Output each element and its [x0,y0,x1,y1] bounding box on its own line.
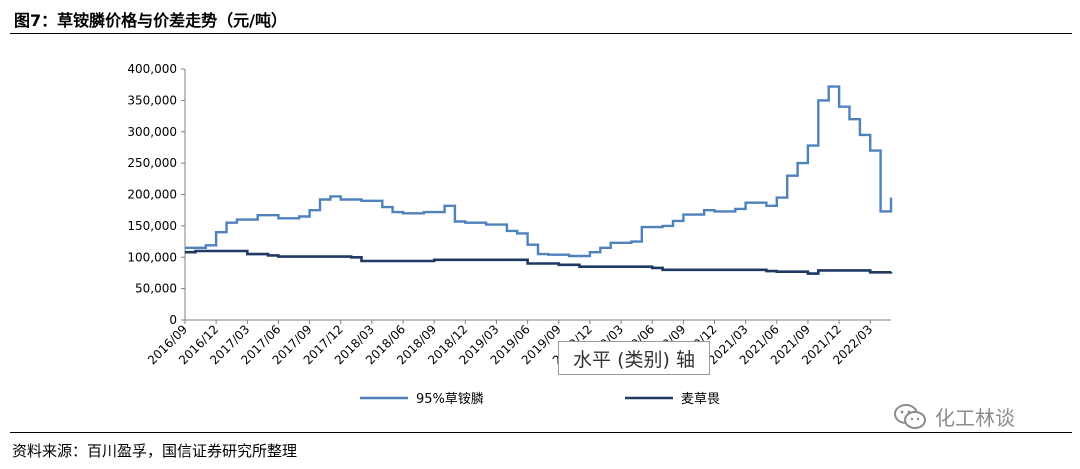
bottom-rule [10,432,1072,433]
series-line-1 [185,85,893,258]
legend-label-2: 麦草畏 [681,392,720,407]
y-tick-label: 200,000 [127,188,177,202]
series-layer [185,85,893,275]
y-tick-label: 350,000 [127,93,177,107]
legend-label-1: 95%草铵膦 [416,392,484,407]
y-tick-label: 400,000 [127,62,177,76]
y-axis: 0 50,000 100,000 150,000 200,000 250,000 300,0… [127,62,186,327]
legend: 95%草铵膦 麦草畏 [360,392,720,407]
y-tick-label: 0 [169,313,177,327]
wechat-icon [894,403,926,429]
watermark-text: 化工林谈 [935,406,1015,430]
source-note: 资料来源：百川盈孚，国信证券研究所整理 [12,442,298,460]
y-tick-label: 100,000 [127,250,177,264]
series-line-2 [185,249,893,275]
watermark: 化工林谈 [893,402,1015,431]
top-rule [10,33,1072,34]
y-tick-label: 250,000 [127,156,177,170]
figure-title: 图7：草铵膦价格与价差走势（元/吨） [14,11,287,30]
y-tick-label: 300,000 [127,125,177,139]
y-tick-label: 150,000 [127,219,177,233]
x-axis: 2016/092016/122017/032017/062017/092017/… [145,319,891,367]
y-tick-label: 50,000 [135,282,177,296]
axis-tooltip: 水平 (类别) 轴 [558,341,710,375]
